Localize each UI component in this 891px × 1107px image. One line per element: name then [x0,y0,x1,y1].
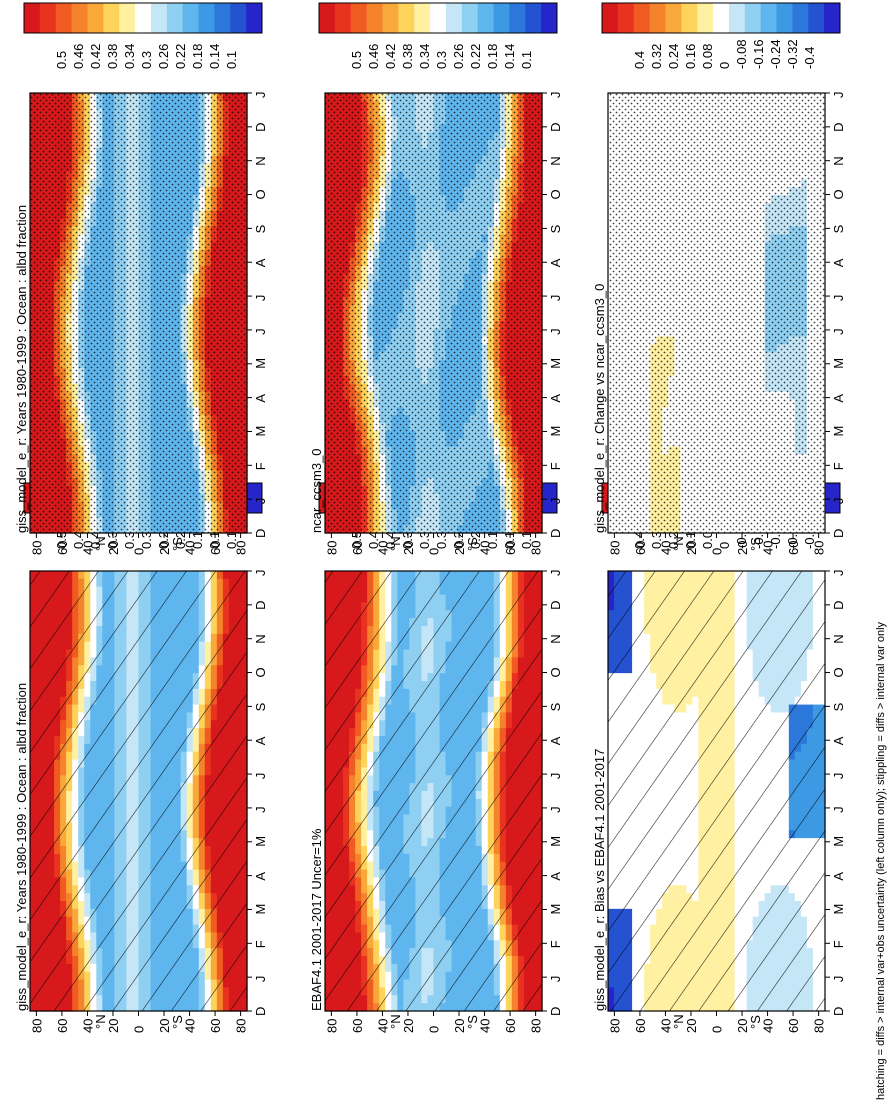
month-tick-label: J [253,976,268,983]
month-tick-label: F [253,940,268,948]
month-tick-label: D [548,1007,563,1016]
hatching-overlay [30,571,247,1011]
lat-tick-label: 40 [80,1019,95,1033]
lat-tick-label: 80 [529,1019,544,1033]
panel-middle-left: 80 60 40 20 0 20 40 60 80 °N °S D J F M A M J J A S O N D J EBAF4… [309,482,563,1033]
month-tick-label: D [253,1007,268,1016]
month-tick-label: D [548,600,563,609]
lat-tick-label: 40 [183,1019,198,1033]
hemisphere-label: °S [465,1015,480,1029]
colorbar-tick-label: 0.3 [434,531,449,549]
month-tick-label: N [253,634,268,643]
lat-tick-label: 60 [55,1019,70,1033]
lat-tick-label: 40 [478,1019,493,1033]
month-tick-label: S [253,702,268,711]
month-tick-label: J [253,806,268,813]
month-tick-label: M [253,904,268,915]
colorbar-tick-label: 0.5 [349,531,364,549]
colorbar-swatch [541,483,558,513]
month-tick-label: J [548,976,563,983]
lat-tick-label: 20 [157,1019,172,1033]
lat-tick-label: 60 [350,1019,365,1033]
lat-tick-label: 20 [106,1019,121,1033]
month-tick-label: O [253,667,268,677]
colorbar-tick-label: 0.3 [139,531,154,549]
lat-tick-label: 0 [132,1026,147,1033]
hemisphere-label: °N [388,1014,403,1029]
panel-title: giss_model_e_r: Years 1980-1999 : Ocean … [14,683,29,1011]
lat-tick-label: 20 [452,1019,467,1033]
lat-tick-label: 0 [427,1026,442,1033]
month-tick-label: M [253,836,268,847]
month-tick-label: A [253,736,268,745]
month-tick-label: A [253,872,268,881]
month-tick-label: J [548,773,563,780]
month-tick-label: J [548,570,563,577]
colorbar-tick-label: 0.5 [54,531,69,549]
panel-top-left: 80 60 40 20 0 20 40 60 80 °N °S D J F M A M J J A S O N D Jgiss_… [14,482,268,1033]
month-tick-label: D [253,600,268,609]
hatching-overlay [325,571,542,1011]
month-tick-label: A [548,872,563,881]
month-tick-label: A [548,736,563,745]
month-tick-label: M [548,836,563,847]
lat-tick-label: 40 [375,1019,390,1033]
panel-bottom-left: 80 60 40 20 0 20 40 60 80°N °SDJFMAMJJASONDJgiss_… [592,482,846,1033]
lat-tick-label: 60 [208,1019,223,1033]
colorbar-tick-label: 0.1 [519,531,534,549]
lat-tick-label: 80 [29,1019,44,1033]
month-tick-label: M [548,904,563,915]
lat-tick-label: 20 [401,1019,416,1033]
lat-tick-label: 80 [324,1019,339,1033]
month-tick-label: J [548,806,563,813]
colorbar-tick-label: 0.1 [224,531,239,549]
colorbar-swatch [246,483,263,513]
panel-title: EBAF4.1 2001-2017 Uncer=1% [309,828,324,1011]
hemisphere-label: °S [170,1015,185,1029]
lat-tick-label: 80 [234,1019,249,1033]
month-tick-label: N [548,634,563,643]
month-tick-label: J [253,773,268,780]
month-tick-label: J [253,570,268,577]
lat-tick-label: 60 [503,1019,518,1033]
hemisphere-label: °N [93,1014,108,1029]
month-tick-label: S [548,702,563,711]
month-tick-label: F [548,940,563,948]
month-tick-label: O [548,667,563,677]
